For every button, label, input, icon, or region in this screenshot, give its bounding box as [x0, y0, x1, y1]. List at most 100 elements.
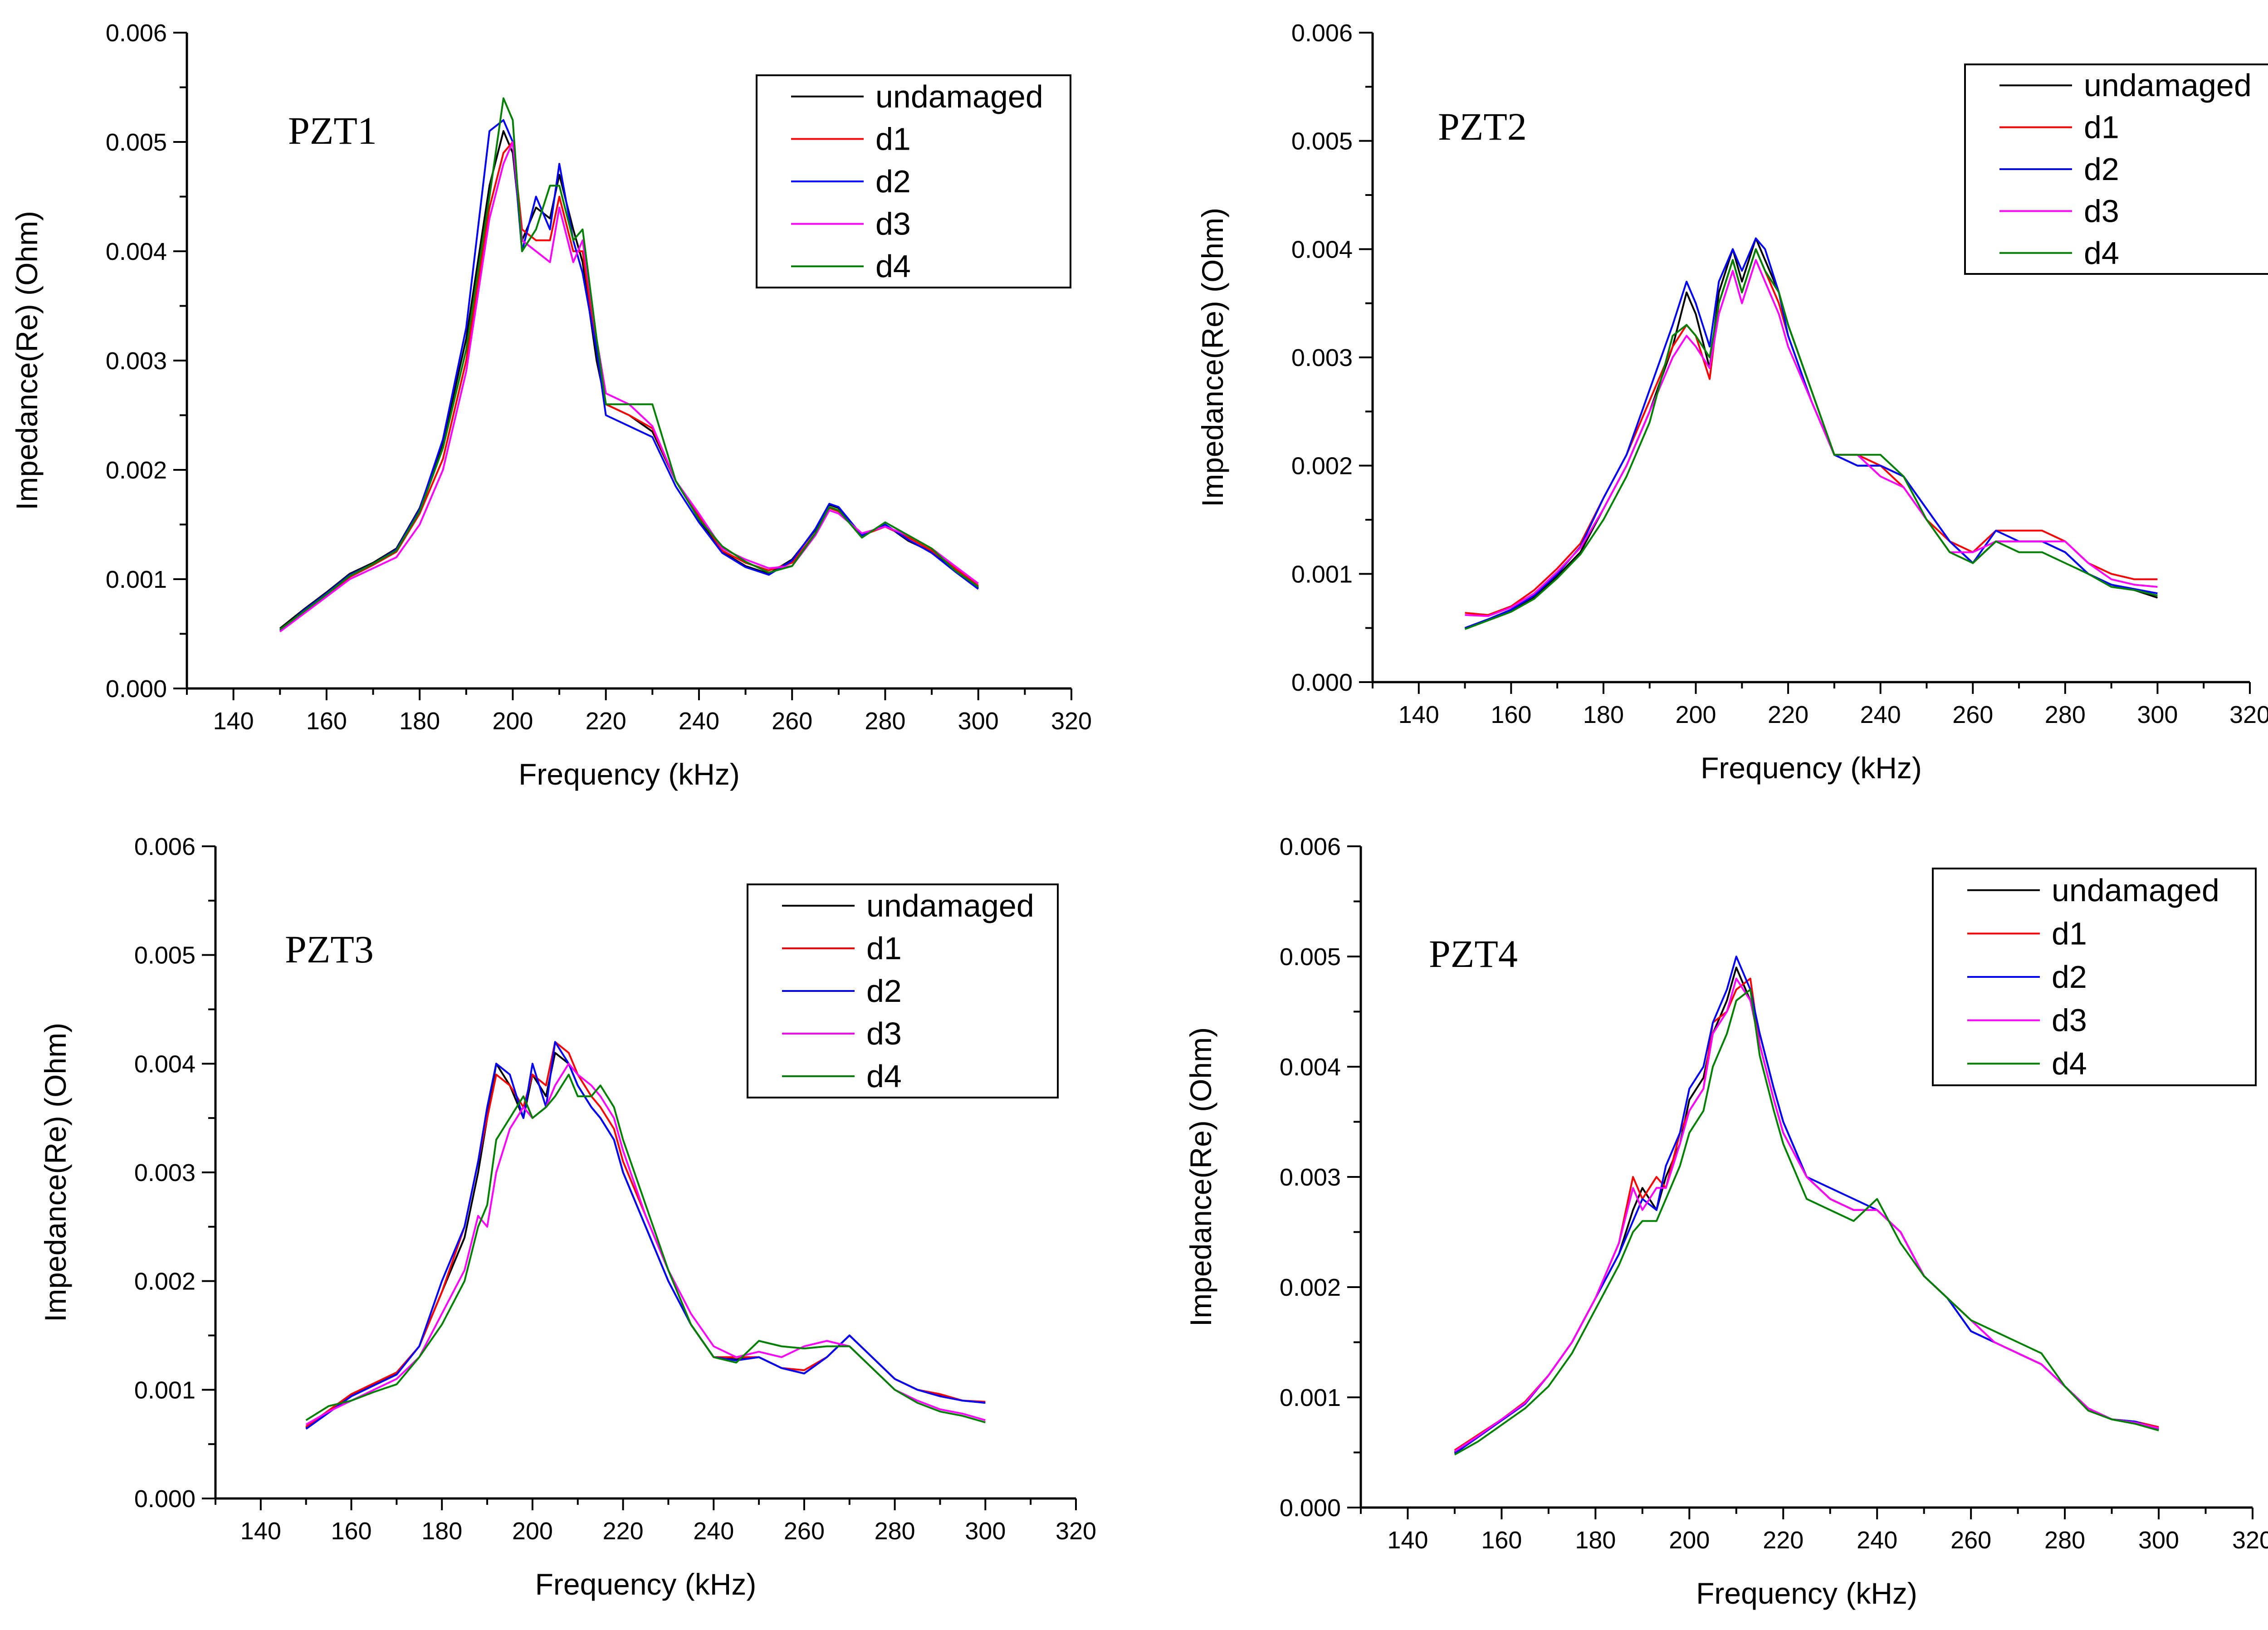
y-tick-label: 0.001	[106, 566, 167, 593]
x-tick-label: 160	[1491, 701, 1531, 728]
x-tick-label: 300	[958, 708, 999, 735]
x-tick-label: 200	[1669, 1527, 1710, 1554]
legend-label: d2	[2052, 959, 2087, 995]
x-tick-label: 220	[1763, 1527, 1804, 1554]
x-tick-label: 160	[306, 708, 347, 735]
y-tick-label: 0.000	[1291, 669, 1353, 696]
legend-label: d4	[875, 249, 911, 284]
legend: undamaged d1 d2 d3 d4	[756, 74, 1071, 288]
legend-label: d1	[2084, 110, 2119, 145]
x-tick-label: 320	[1051, 708, 1092, 735]
x-tick-label: 180	[399, 708, 440, 735]
legend: undamaged d1 d2 d3 d4	[1964, 63, 2268, 275]
legend-label: d4	[2084, 235, 2119, 271]
legend-label: d3	[2084, 193, 2119, 229]
legend: undamaged d1 d2 d3 d4	[1932, 868, 2257, 1086]
x-tick-label: 280	[2044, 1527, 2085, 1554]
legend-label: undamaged	[2052, 873, 2219, 908]
y-axis-label: Impedance(Re) (Ohm)	[39, 1023, 72, 1322]
legend-label: undamaged	[875, 79, 1043, 114]
x-tick-label: 320	[2229, 701, 2268, 728]
y-tick-label: 0.000	[1280, 1494, 1341, 1522]
y-tick-label: 0.005	[1280, 943, 1341, 971]
x-tick-label: 160	[1481, 1527, 1522, 1554]
chart-panel-2: 140 160 180 200 220 240 260 280 300 320 0.000 0.001…	[1196, 20, 2268, 785]
x-tick-label: 140	[1387, 1527, 1428, 1554]
y-tick-label: 0.005	[1291, 128, 1353, 155]
series-line-d4	[1464, 248, 2158, 630]
y-tick-label: 0.004	[1291, 236, 1353, 263]
series-line-d2	[1464, 237, 2158, 629]
legend-label: d1	[866, 931, 902, 966]
y-tick-label: 0.002	[1291, 453, 1353, 480]
x-tick-label: 280	[865, 708, 905, 735]
y-tick-label: 0.001	[1280, 1384, 1341, 1411]
legend-label: d2	[875, 164, 911, 199]
chart-panel-4: 140 160 180 200 220 240 260 280 300 320 0.000 0.001…	[1184, 833, 2268, 1610]
x-tick-label: 240	[693, 1518, 734, 1545]
y-tick-label: 0.002	[1280, 1274, 1341, 1301]
x-tick-label: 300	[2137, 701, 2178, 728]
y-tick-label: 0.002	[106, 457, 167, 484]
legend-label: d1	[875, 121, 911, 156]
x-tick-label: 280	[875, 1518, 915, 1545]
x-tick-label: 140	[213, 708, 254, 735]
x-tick-label: 180	[1583, 701, 1624, 728]
panel-title: PZT4	[1429, 932, 1518, 976]
x-axis-label: Frequency (kHz)	[1696, 1576, 1917, 1610]
x-tick-label: 260	[1952, 701, 1993, 728]
y-axis-label: Impedance(Re) (Ohm)	[10, 211, 44, 510]
x-tick-label: 240	[1857, 1527, 1897, 1554]
series-line-d4	[1454, 988, 2159, 1456]
legend-label: undamaged	[2084, 68, 2252, 103]
x-tick-label: 260	[784, 1518, 825, 1545]
x-tick-label: 200	[1675, 701, 1716, 728]
series-line-undamaged	[1464, 237, 2158, 629]
y-tick-label: 0.004	[1280, 1054, 1341, 1081]
legend-label: d2	[2084, 151, 2119, 187]
y-axis-label: Impedance(Re) (Ohm)	[1184, 1027, 1217, 1327]
x-axis-label: Frequency (kHz)	[518, 757, 740, 791]
series-line-d2	[305, 1041, 986, 1430]
panel-title: PZT1	[288, 109, 377, 152]
y-tick-label: 0.003	[134, 1159, 196, 1186]
x-tick-label: 220	[1768, 701, 1809, 728]
x-tick-label: 140	[1398, 701, 1439, 728]
panel-title: PZT3	[285, 927, 374, 971]
x-tick-label: 180	[421, 1518, 462, 1545]
x-axis-label: Frequency (kHz)	[535, 1567, 757, 1601]
y-tick-label: 0.006	[134, 833, 196, 860]
y-tick-label: 0.000	[134, 1485, 196, 1513]
series-line-d3	[1465, 259, 2158, 617]
x-tick-label: 300	[965, 1518, 1006, 1545]
x-tick-label: 240	[1860, 701, 1901, 728]
y-tick-label: 0.001	[134, 1376, 196, 1404]
y-tick-label: 0.003	[106, 347, 167, 375]
x-tick-label: 260	[772, 708, 812, 735]
x-tick-label: 180	[1575, 1527, 1616, 1554]
legend-label: d2	[866, 973, 902, 1009]
legend: undamaged d1 d2 d3 d4	[747, 883, 1059, 1098]
series-line-d4	[305, 1074, 986, 1424]
y-tick-label: 0.006	[1291, 20, 1353, 47]
legend-label: d4	[866, 1059, 902, 1094]
x-tick-label: 220	[603, 1518, 644, 1545]
x-tick-label: 320	[1056, 1518, 1096, 1545]
y-tick-label: 0.001	[1291, 561, 1353, 588]
legend-label: d3	[875, 206, 911, 242]
x-tick-label: 160	[331, 1518, 371, 1545]
y-tick-label: 0.006	[106, 20, 167, 47]
y-tick-label: 0.000	[106, 675, 167, 703]
x-axis-label: Frequency (kHz)	[1701, 751, 1922, 785]
x-tick-label: 240	[679, 708, 719, 735]
x-tick-label: 320	[2232, 1527, 2268, 1554]
y-axis-label: Impedance(Re) (Ohm)	[1196, 208, 1229, 507]
x-tick-label: 260	[1950, 1527, 1991, 1554]
y-tick-label: 0.005	[134, 942, 196, 969]
y-tick-label: 0.005	[106, 129, 167, 156]
legend-label: undamaged	[866, 888, 1034, 923]
legend-label: d4	[2052, 1046, 2087, 1081]
y-tick-label: 0.004	[106, 238, 167, 265]
x-tick-label: 200	[492, 708, 533, 735]
